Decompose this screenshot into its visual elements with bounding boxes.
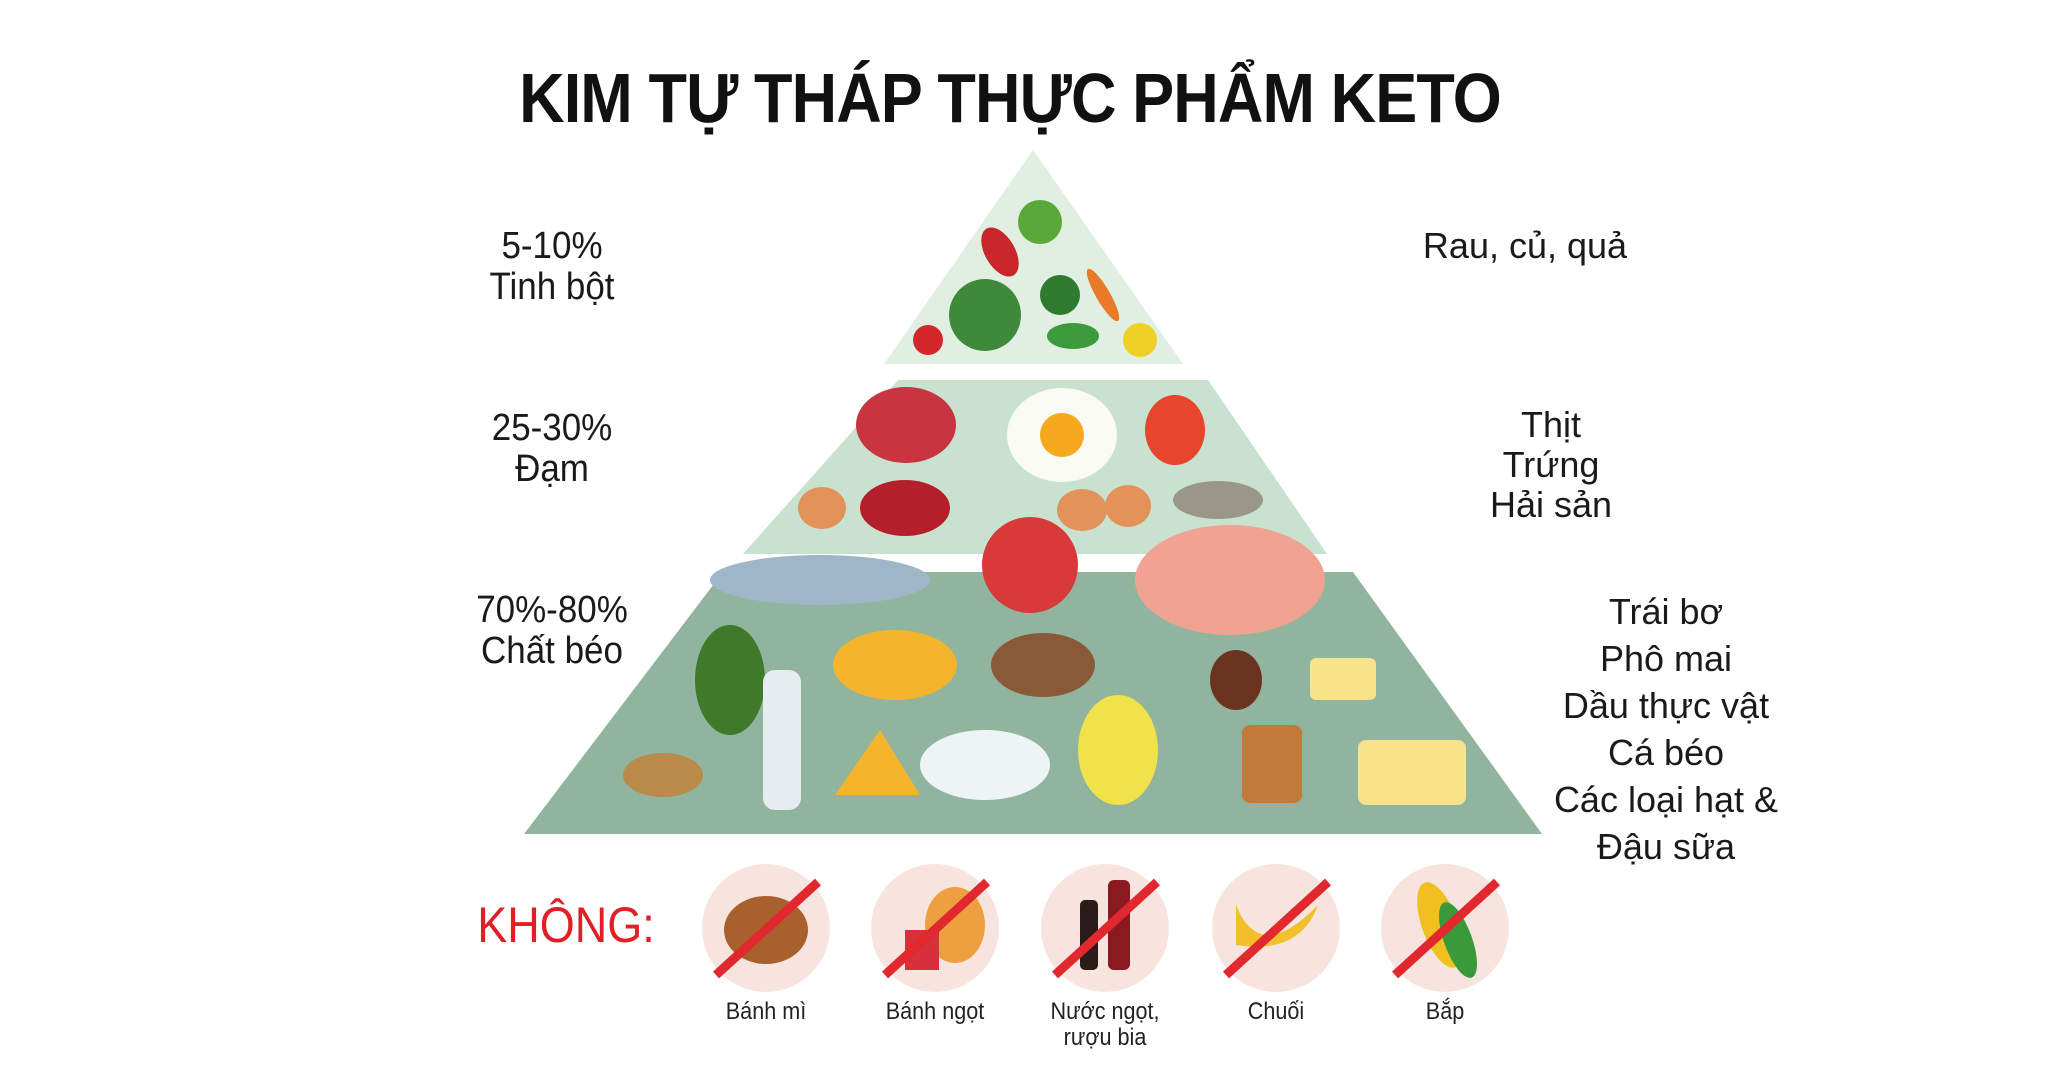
page-title: KIM TỰ THÁP THỰC PHẨM KETO — [519, 59, 1502, 137]
tier-protein-foods: Thịt Trứng Hải sản — [1490, 405, 1612, 525]
food-item: Phô mai — [1599, 638, 1733, 679]
tier-carbs-label: 5-10% Tinh bột — [489, 226, 614, 308]
tier-fat-foods: Trái bơ Phô mai Dầu thực vật Cá béo Các … — [1554, 588, 1778, 870]
percent: 70%-80% — [476, 589, 628, 631]
food-item: Thịt — [1520, 404, 1581, 445]
category: Đạm — [515, 448, 589, 490]
tier-fat-label: 70%-80% Chất béo — [476, 590, 628, 672]
banana-icon — [1212, 864, 1340, 992]
caption-line: Nước ngọt, — [1050, 998, 1160, 1025]
avoid-item-corn: Bắp — [1425, 998, 1465, 1025]
pastry-icon — [871, 864, 999, 992]
food-item: Hải sản — [1489, 484, 1613, 525]
tier-protein-label: 25-30% Đạm — [492, 408, 613, 490]
percent: 5-10% — [501, 225, 603, 267]
food-item: Rau, củ, quả — [1422, 225, 1628, 266]
avoid-label: KHÔNG: — [477, 897, 655, 953]
avoid-item-banana: Chuối — [1247, 998, 1305, 1025]
tier-carbs-foods: Rau, củ, quả — [1423, 222, 1627, 269]
soda-beer-icon — [1041, 864, 1169, 992]
fat-foods-icon — [623, 517, 1466, 810]
food-item: Trái bơ — [1608, 591, 1724, 632]
food-item: Các loại hạt & — [1553, 779, 1779, 820]
percent: 25-30% — [491, 407, 613, 449]
protein-foods-icon — [798, 387, 1263, 536]
avoid-icons — [702, 864, 1509, 992]
avoid-item-soda-beer: Nước ngọt, rượu bia — [1050, 999, 1159, 1051]
food-item: Dầu thực vật — [1562, 685, 1770, 726]
category: Chất béo — [481, 630, 623, 672]
food-item: Đậu sữa — [1596, 826, 1736, 867]
category: Tinh bột — [489, 266, 615, 308]
caption-line: rượu bia — [1063, 1024, 1147, 1051]
avoid-item-pastry: Bánh ngọt — [885, 998, 985, 1025]
food-item: Trứng — [1502, 444, 1600, 485]
vegetables-icon — [913, 200, 1157, 357]
corn-icon — [1381, 864, 1509, 992]
bread-icon — [702, 864, 830, 992]
food-item: Cá béo — [1607, 732, 1725, 773]
avoid-item-bread: Bánh mì — [725, 998, 807, 1025]
